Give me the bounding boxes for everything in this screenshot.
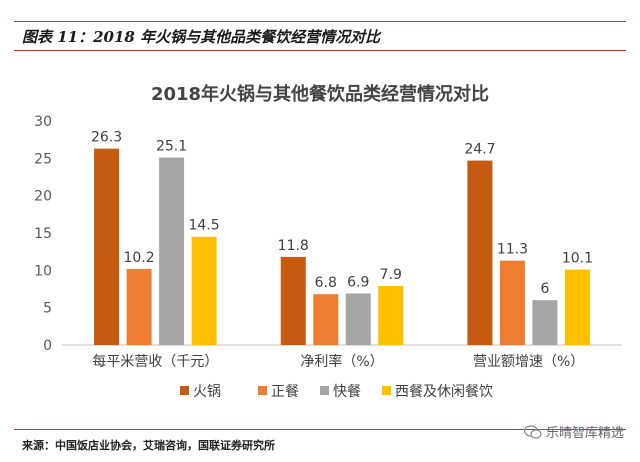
category-label: 净利率（%） xyxy=(300,353,383,370)
data-label: 6 xyxy=(540,281,549,297)
figure-header: 图表 11：2018 年火锅与其他品类餐饮经营情况对比 xyxy=(0,0,640,52)
footer-rule xyxy=(14,429,626,430)
legend-label: 正餐 xyxy=(271,384,299,400)
data-label: 10.1 xyxy=(562,251,593,267)
y-tick-label: 20 xyxy=(34,189,52,205)
data-label: 6.9 xyxy=(347,274,369,290)
y-tick-label: 10 xyxy=(34,263,52,279)
bar xyxy=(564,269,590,345)
header-top-rule xyxy=(14,21,626,22)
bar xyxy=(191,236,217,345)
legend-swatch xyxy=(382,386,391,395)
bar xyxy=(159,157,185,345)
watermark-text: 乐晴智库精选 xyxy=(545,426,624,441)
wechat-icon xyxy=(523,424,542,439)
bar xyxy=(467,160,493,345)
legend-swatch xyxy=(180,386,189,395)
bar xyxy=(126,268,152,345)
data-label: 11.8 xyxy=(278,238,309,254)
chart-title: 2018年火锅与其他餐饮品类经营情况对比 xyxy=(150,84,490,105)
legend-swatch xyxy=(320,386,329,395)
category-label: 营业额增速（%） xyxy=(473,354,584,370)
legend-label: 西餐及休闲餐饮 xyxy=(395,384,493,400)
y-tick-label: 15 xyxy=(34,226,52,242)
data-label: 7.9 xyxy=(380,267,402,283)
header-bottom-rule xyxy=(14,50,626,51)
legend-swatch xyxy=(258,386,267,395)
watermark: 乐晴智库精选 xyxy=(523,422,624,441)
bar xyxy=(94,148,120,345)
data-label: 14.5 xyxy=(188,218,219,234)
bar xyxy=(280,256,306,345)
category-label: 每平米营收（千元） xyxy=(92,354,218,370)
y-tick-label: 30 xyxy=(34,114,52,130)
bar xyxy=(378,286,404,345)
data-label: 24.7 xyxy=(464,142,495,158)
bar xyxy=(532,300,558,345)
data-label: 10.2 xyxy=(123,250,154,266)
bar xyxy=(313,294,339,345)
data-label: 11.3 xyxy=(497,242,528,258)
y-tick-label: 5 xyxy=(43,301,52,317)
y-tick-label: 0 xyxy=(43,338,52,354)
legend-label: 快餐 xyxy=(333,384,361,400)
data-label: 26.3 xyxy=(91,130,122,146)
data-label: 25.1 xyxy=(156,139,187,155)
figure-label: 图表 11：2018 年火锅与其他品类餐饮经营情况对比 xyxy=(22,28,381,46)
data-label: 6.8 xyxy=(315,275,337,291)
bar xyxy=(499,260,525,345)
y-tick-label: 25 xyxy=(34,151,52,167)
source-note: 来源：中国饭店业协会，艾瑞咨询，国联证券研究所 xyxy=(22,439,275,452)
bar xyxy=(345,293,371,345)
legend-label: 火锅 xyxy=(193,384,221,400)
